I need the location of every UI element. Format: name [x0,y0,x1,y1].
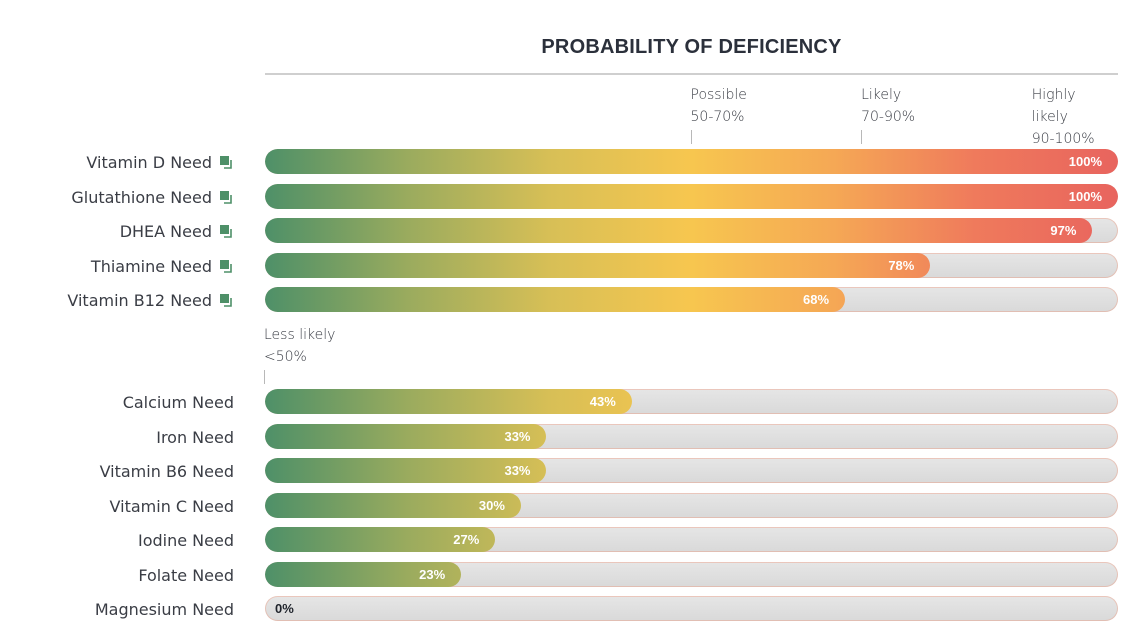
open-detail-icon[interactable] [219,293,234,308]
row-label: DHEA Need [120,218,234,244]
bar-track: 78% [265,253,1118,278]
row-label: Iodine Need [138,527,234,553]
bar-fill [265,527,496,552]
category-label: Glutathione Need [71,187,212,207]
row-label: Vitamin C Need [110,493,234,519]
bar-fill [265,149,1118,174]
category-label: Vitamin B6 Need [99,461,234,481]
title-divider [265,73,1118,75]
row-label: Iron Need [156,424,234,450]
category-label: DHEA Need [119,221,212,241]
category-label: Thiamine Need [90,256,212,276]
bar-fill [265,458,547,483]
row-label: Calcium Need [123,389,234,415]
value-label: 78% [888,258,915,273]
threshold-label-line: 50-70% [690,109,745,125]
bar-fill [265,218,1093,243]
threshold-label-line: Possible [690,87,747,103]
value-label: 43% [589,394,616,409]
bar-fill [265,424,547,449]
category-label: Iron Need [156,427,234,447]
category-label: Vitamin C Need [109,496,234,516]
bar-fill [265,287,846,312]
value-label: 27% [453,532,480,547]
threshold-label-line: 90-100% [1031,131,1095,147]
threshold-label-line: <50% [264,349,307,365]
bar-fill [265,184,1118,209]
value-label: 100% [1068,154,1102,169]
row-label: Vitamin D Need [86,149,234,175]
threshold-label: Highly likely 90-100% [1032,84,1095,150]
value-label: 100% [1068,189,1102,204]
bar-track: 30% [265,493,1118,518]
bar-fill [265,389,632,414]
threshold-label: Likely 70-90% [861,84,915,144]
value-label: 30% [478,498,505,513]
category-label: Magnesium Need [94,599,234,619]
bar-fill [265,562,462,587]
bar-track: 100% [265,184,1118,209]
bar-track: 43% [265,389,1118,414]
open-detail-icon[interactable] [219,259,234,274]
category-label: Folate Need [138,565,234,585]
value-label: 68% [803,292,830,307]
threshold-label-line: likely [1031,109,1068,125]
threshold-label: Less likely <50% [264,324,335,384]
bar-track: 68% [265,287,1118,312]
row-label: Magnesium Need [95,596,234,622]
row-label: Glutathione Need [71,184,234,210]
value-label: 23% [419,567,446,582]
row-label: Thiamine Need [91,253,234,279]
threshold-label-line: 70-90% [861,109,916,125]
bar-fill [265,493,521,518]
category-label: Iodine Need [138,530,234,550]
bar-track: 0% [265,596,1118,621]
bar-track: 97% [265,218,1118,243]
threshold-tick [264,370,265,384]
threshold-label-line: Highly [1031,87,1076,103]
open-detail-icon[interactable] [219,224,234,239]
category-label: Vitamin D Need [86,152,212,172]
threshold-tick [861,130,863,144]
threshold-label-line: Less likely [264,327,336,343]
row-label: Folate Need [138,562,234,588]
chart-title: PROBABILITY OF DEFICIENCY [541,36,842,58]
row-label: Vitamin B12 Need [67,287,234,313]
threshold-tick [690,130,692,144]
bar-track: 33% [265,424,1118,449]
threshold-label-line: Likely [861,87,902,103]
bar-track: 23% [265,562,1118,587]
value-label: 33% [504,463,531,478]
open-detail-icon[interactable] [219,190,234,205]
bar-track: 27% [265,527,1118,552]
value-label: 0% [275,601,294,616]
value-label: 33% [504,429,531,444]
open-detail-icon[interactable] [219,155,234,170]
category-label: Vitamin B12 Need [67,290,212,310]
bar-track: 100% [265,149,1118,174]
value-label: 97% [1050,223,1077,238]
row-label: Vitamin B6 Need [100,458,234,484]
bar-track: 33% [265,458,1118,483]
category-label: Calcium Need [122,392,234,412]
bar-fill [265,253,931,278]
threshold-label: Possible 50-70% [690,84,747,144]
